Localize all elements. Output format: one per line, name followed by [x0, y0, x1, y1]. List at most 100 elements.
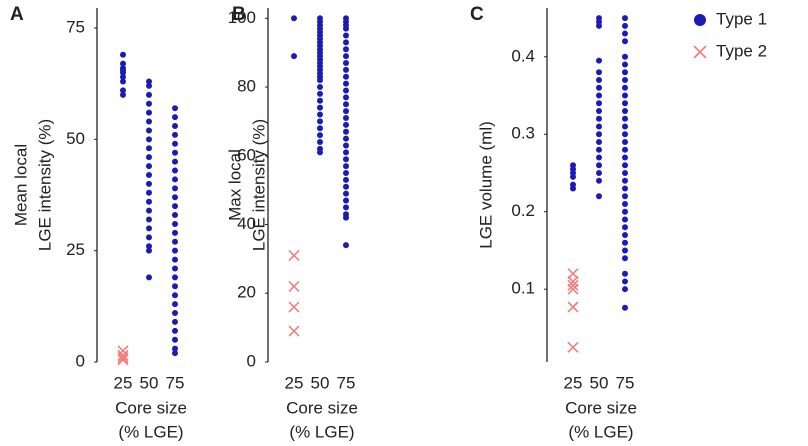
- dot-point: [596, 123, 602, 130]
- dot-point: [317, 149, 323, 156]
- y-tick-label: 40: [237, 214, 256, 233]
- dot-point: [146, 136, 152, 143]
- dot-point: [120, 60, 126, 67]
- dot-point: [172, 292, 178, 299]
- dot-point: [172, 212, 178, 219]
- dot-point: [146, 243, 152, 250]
- dot-point: [343, 128, 349, 135]
- dot-point: [622, 278, 628, 285]
- dot-point: [343, 156, 349, 163]
- dot-point: [622, 169, 628, 176]
- dot-point: [343, 32, 349, 39]
- dot-point: [622, 154, 628, 161]
- legend-marker: [694, 14, 706, 26]
- dot-point: [622, 22, 628, 29]
- dot-point: [317, 118, 323, 125]
- legend-label: Type 2: [716, 41, 767, 60]
- dot-point: [596, 77, 602, 84]
- dot-point: [596, 115, 602, 122]
- dot-point: [343, 169, 349, 176]
- dot-point: [146, 274, 152, 281]
- dot-point: [622, 255, 628, 262]
- dot-point: [172, 203, 178, 210]
- dot-point: [146, 207, 152, 214]
- dot-point: [120, 69, 126, 76]
- x-axis-label: Core size: [286, 398, 358, 417]
- dot-point: [146, 118, 152, 125]
- dot-point: [317, 139, 323, 146]
- dot-point: [172, 105, 178, 112]
- dot-point: [172, 131, 178, 138]
- dot-point: [622, 123, 628, 130]
- dot-point: [596, 92, 602, 99]
- dot-point: [343, 114, 349, 121]
- cross-point: [288, 301, 300, 313]
- x-tick-label: 25: [564, 373, 583, 392]
- dot-point: [622, 208, 628, 215]
- dot-point: [172, 185, 178, 192]
- dot-point: [622, 53, 628, 60]
- dot-point: [622, 270, 628, 277]
- dot-point: [172, 310, 178, 317]
- dot-point: [146, 198, 152, 205]
- dot-point: [596, 84, 602, 91]
- x-tick-label: 25: [285, 373, 304, 392]
- dot-point: [172, 247, 178, 254]
- dot-point: [317, 77, 323, 84]
- y-tick-label: 0: [76, 351, 85, 370]
- dot-point: [622, 216, 628, 223]
- dot-point: [172, 283, 178, 290]
- dot-point: [343, 242, 349, 249]
- dot-point: [317, 104, 323, 111]
- cross-point: [567, 279, 579, 291]
- y-tick-label: 25: [66, 240, 85, 259]
- dot-point: [172, 350, 178, 357]
- dot-point: [120, 51, 126, 58]
- dot-point: [172, 176, 178, 183]
- x-tick-label: 75: [337, 373, 356, 392]
- dot-point: [570, 185, 576, 192]
- dot-point: [343, 135, 349, 142]
- dot-point: [622, 115, 628, 122]
- x-tick-label: 25: [114, 373, 133, 392]
- dot-point: [596, 154, 602, 161]
- dot-point: [622, 177, 628, 184]
- dot-point: [596, 131, 602, 138]
- dot-point: [343, 46, 349, 53]
- dot-point: [120, 74, 126, 81]
- dot-point: [172, 220, 178, 227]
- dot-point: [146, 127, 152, 134]
- dot-point: [622, 162, 628, 169]
- cross-point: [288, 249, 300, 262]
- dot-point: [172, 265, 178, 272]
- dot-point: [172, 114, 178, 121]
- dot-point: [343, 183, 349, 190]
- dot-point: [146, 91, 152, 98]
- y-tick-label: 100: [228, 8, 256, 27]
- y-tick-label: 80: [237, 77, 256, 96]
- dot-point: [172, 318, 178, 325]
- y-tick-label: 0.3: [511, 124, 535, 143]
- dot-point: [343, 53, 349, 60]
- y-tick-label: 0: [247, 351, 256, 370]
- x-tick-label: 50: [311, 373, 330, 392]
- dot-point: [596, 69, 602, 76]
- x-axis-label: Core size: [565, 398, 637, 417]
- legend-marker: [693, 45, 707, 59]
- dot-point: [596, 22, 602, 29]
- x-tick-label: 75: [166, 373, 185, 392]
- dot-point: [172, 327, 178, 334]
- dot-point: [172, 229, 178, 236]
- dot-point: [317, 125, 323, 132]
- dot-point: [343, 94, 349, 101]
- x-tick-label: 75: [616, 373, 635, 392]
- cross-point: [567, 283, 579, 295]
- cross-point: [567, 301, 579, 313]
- dot-point: [343, 121, 349, 128]
- dot-point: [120, 91, 126, 98]
- dot-point: [343, 204, 349, 211]
- dot-point: [146, 234, 152, 241]
- panel-label: C: [470, 4, 484, 25]
- dot-point: [172, 256, 178, 263]
- y-tick-label: 0.4: [511, 46, 535, 65]
